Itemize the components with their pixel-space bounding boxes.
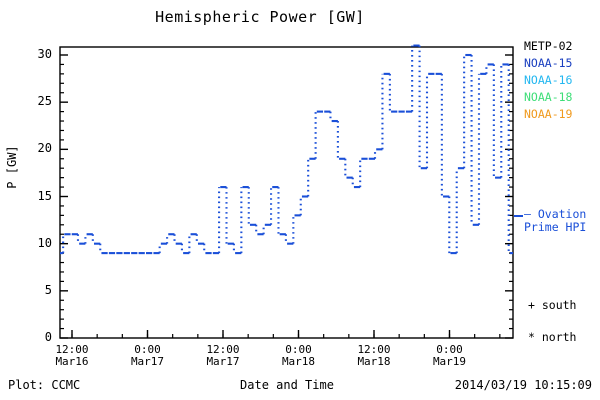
marker-legend-north: * north — [528, 330, 577, 344]
y-tick-label: 25 — [37, 94, 52, 109]
page-title: Hemispheric Power [GW] — [155, 8, 365, 26]
ovation-legend-dash — [514, 215, 523, 217]
y-tick-label: 30 — [37, 47, 52, 61]
x-tick-label: 0:00 Mar19 — [410, 344, 490, 368]
x-tick-time: 0:00 — [285, 343, 312, 356]
y-tick-label: 0 — [44, 330, 52, 344]
x-tick-label: 0:00 Mar18 — [259, 344, 339, 368]
x-tick-label: 12:00 Mar16 — [32, 344, 112, 368]
y-tick-label: 20 — [37, 141, 52, 156]
x-tick-label: 12:00 Mar18 — [334, 344, 414, 368]
legend-item-noaa-15: NOAA-15 — [524, 56, 573, 70]
legend-item-noaa-19: NOAA-19 — [524, 107, 573, 121]
x-tick-label: 12:00 Mar17 — [183, 344, 263, 368]
ovation-legend-line1: — Ovation — [524, 207, 587, 221]
legend-item-metp-02: METP-02 — [524, 39, 573, 53]
legend: METP-02 NOAA-15 NOAA-16 NOAA-18 NOAA-19 — [524, 38, 572, 123]
x-tick-time: 12:00 — [206, 343, 240, 356]
x-tick-date: Mar18 — [357, 355, 391, 368]
y-tick-label: 10 — [37, 235, 52, 250]
x-tick-time: 0:00 — [436, 343, 463, 356]
x-tick-date: Mar19 — [432, 355, 467, 368]
ovation-legend: — Ovation Prime HPI — [524, 208, 586, 234]
ovation-legend-line2: Prime HPI — [524, 220, 587, 234]
x-axis-label: Date and Time — [240, 378, 334, 392]
axes — [59, 46, 514, 339]
x-tick-date: Mar17 — [130, 355, 165, 368]
x-tick-date: Mar17 — [206, 355, 240, 368]
footer-timestamp: 2014/03/19 10:15:09 — [454, 378, 592, 392]
legend-item-noaa-16: NOAA-16 — [524, 73, 573, 87]
footer-plot-source: Plot: CCMC — [8, 378, 81, 392]
y-tick-label: 5 — [44, 282, 52, 297]
plot-frame — [59, 46, 514, 339]
marker-legend-south: + south — [528, 298, 577, 312]
x-tick-time: 0:00 — [134, 343, 161, 356]
x-tick-date: Mar18 — [281, 355, 316, 368]
legend-item-noaa-18: NOAA-18 — [524, 90, 573, 104]
x-tick-time: 12:00 — [357, 343, 391, 356]
y-tick-label: 15 — [37, 188, 52, 203]
data-series — [60, 44, 513, 255]
x-tick-date: Mar16 — [55, 355, 89, 368]
x-tick-time: 12:00 — [55, 343, 89, 356]
x-tick-label: 0:00 Mar17 — [108, 344, 188, 368]
